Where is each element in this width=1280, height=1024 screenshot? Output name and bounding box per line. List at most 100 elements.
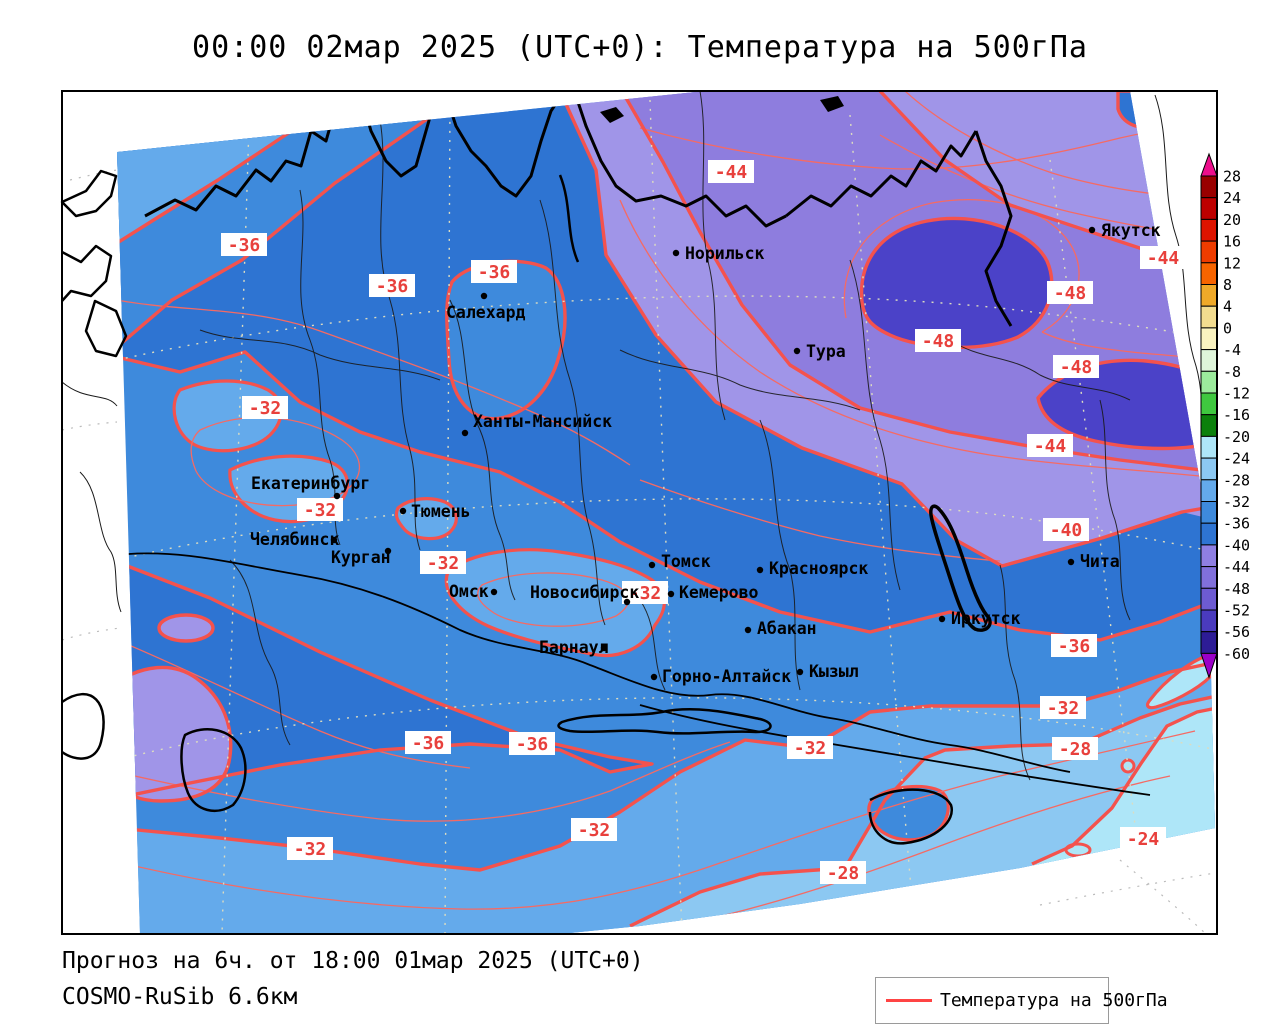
coastlines: [144, 94, 1013, 845]
isotherm-label-box: [242, 396, 288, 419]
city-label: Абакан: [757, 619, 817, 638]
scale-tick-label: -60: [1223, 645, 1250, 663]
scale-cell: [1200, 327, 1218, 351]
model-domain: [117, 91, 1215, 934]
isotherm-label-box: [420, 551, 466, 574]
city-label: Чита: [1080, 552, 1120, 571]
isotherm-label: -32: [249, 398, 282, 419]
isotherm-label: -36: [1058, 636, 1091, 657]
scale-tick-label: -52: [1223, 602, 1250, 620]
forecast-init-text: Прогноз на 6ч. от 18:00 01мар 2025 (UTC+…: [62, 948, 644, 974]
island--24-ring: [1145, 653, 1215, 710]
graticule: [117, 91, 1215, 934]
city-label: Екатеринбург: [251, 474, 370, 493]
scale-cell: [1200, 262, 1218, 285]
isotherm-label: -32: [629, 583, 662, 604]
isotherm-label: -48: [922, 331, 955, 352]
isotherm--36-salekhard: [445, 259, 567, 421]
scale-below-min-arrow: [1200, 652, 1218, 679]
city-label: Иркутск: [951, 609, 1021, 628]
isotherm-label: -32: [578, 820, 611, 841]
isotherm-label: -32: [794, 738, 827, 759]
isotherm-label: -32: [294, 839, 327, 860]
map-frame: [61, 90, 1218, 935]
scale-tick-label: -12: [1223, 385, 1250, 403]
arctic-coast-gydan: [574, 95, 787, 228]
isotherm--28: [629, 694, 1215, 928]
legend-line-sample: [886, 999, 932, 1002]
isotherm-label: -48: [1054, 283, 1087, 304]
blob--44--40-west-small: [159, 615, 213, 641]
city-dot: [796, 668, 804, 676]
scale-tick-label: -24: [1223, 450, 1250, 468]
city-dot: [330, 536, 338, 544]
border-mongolia: [639, 704, 1151, 796]
isotherm-label: -36: [376, 276, 409, 297]
city-label: Томск: [661, 552, 711, 571]
isotherm-label: -44: [1034, 436, 1067, 457]
scale-tick-label: -8: [1223, 363, 1241, 381]
isotherm-label-box: [405, 731, 451, 754]
isotherm-label-box: [1052, 737, 1098, 760]
isotherm-label-box: [708, 160, 754, 183]
isotherms-minor: [117, 91, 1215, 922]
isotherm-label-box: [1140, 246, 1186, 269]
coast-outside: [60, 169, 128, 760]
city-dot: [480, 292, 488, 300]
city-dot: [648, 561, 656, 569]
scale-tick-label: 16: [1223, 233, 1241, 251]
isotherm-label-box: [622, 581, 668, 604]
scale-tick-label: -40: [1223, 536, 1250, 554]
city-label: Челябинск: [250, 530, 339, 549]
band--40--36-nw: [117, 91, 1215, 640]
city-label: Норильск: [685, 244, 765, 263]
city-label: Красноярск: [769, 559, 868, 578]
isotherm-label-box: [1043, 518, 1089, 541]
scale-cell: [1200, 566, 1218, 589]
isotherm-label-box: [1051, 634, 1097, 657]
isotherm-label: -32: [427, 553, 460, 574]
city-label: Салехард: [446, 303, 526, 322]
city-label: Новосибирск: [530, 583, 639, 602]
scale-tick-label: -28: [1223, 471, 1250, 489]
isotherm-label-box: [820, 861, 866, 884]
arctic-coast-taimyr: [785, 130, 978, 218]
scale-cell: [1200, 349, 1218, 372]
isotherm--32-corner: [117, 130, 291, 245]
isotherm-label-box: [571, 818, 617, 841]
isotherm-label: -48: [1060, 357, 1093, 378]
lake-aral: [180, 728, 247, 813]
scale-cell: [1200, 522, 1218, 546]
scale-tick-label: 20: [1223, 211, 1241, 229]
lake-balkhash: [557, 708, 772, 735]
isotherm--36-corner: [117, 115, 431, 349]
admin-boundaries: [199, 91, 1131, 781]
city-label: Якутск: [1101, 221, 1161, 240]
city-label: Ханты-Мансийск: [473, 412, 612, 431]
city-label: Курган: [331, 548, 391, 567]
isotherm-label: -36: [516, 734, 549, 755]
blob--44--40-west-large: [117, 667, 231, 801]
page-title: 00:00 02мар 2025 (UTC+0): Температура на…: [192, 30, 1088, 65]
city-dot: [744, 626, 752, 634]
ob-estuary: [558, 174, 580, 263]
isotherm--36-sw: [117, 560, 654, 800]
scale-tick-label: -32: [1223, 493, 1250, 511]
kola-coast: [61, 244, 113, 302]
scale-tick-label: 8: [1223, 276, 1232, 294]
isotherm-label: -36: [412, 733, 445, 754]
pocket-omsk-novosibirsk: [444, 548, 666, 658]
scale-cell: [1200, 544, 1218, 568]
scale-cell: [1200, 435, 1218, 459]
city-label: Тура: [806, 342, 846, 361]
isotherm-label: -44: [715, 162, 748, 183]
city-label: Кызыл: [809, 662, 859, 681]
city-label: Горно-Алтайск: [662, 667, 791, 686]
isotherm-label-box: [509, 732, 555, 755]
pocket-tyumen: [394, 497, 458, 541]
scale-cell: [1200, 587, 1218, 611]
city-dot: [650, 673, 658, 681]
color-scale: 28 24 20 16 12 8 4 0 -4 -8 -12 -16 -20 -24 -28 -32 -36 -4…: [1200, 152, 1250, 679]
city-dot: [333, 492, 341, 500]
scale-cell: [1200, 414, 1218, 437]
